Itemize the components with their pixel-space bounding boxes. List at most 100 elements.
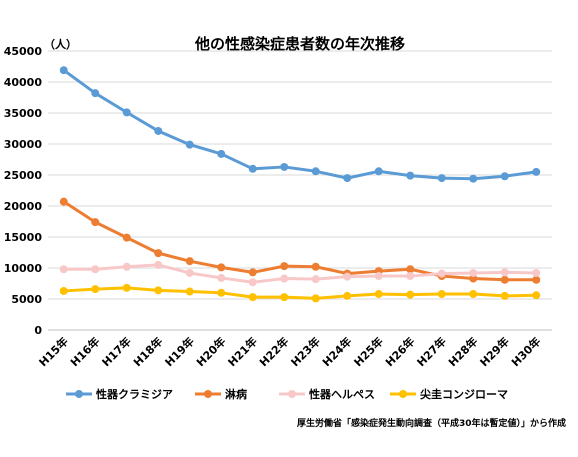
data-point: [122, 283, 131, 292]
data-point: [406, 290, 415, 299]
data-point: [122, 108, 131, 117]
data-point: [122, 262, 131, 271]
data-point: [469, 268, 478, 277]
data-point: [343, 272, 352, 281]
series-line: [62, 69, 537, 181]
data-point: [91, 89, 100, 98]
data-point: [91, 285, 100, 294]
legend-swatch-marker: [399, 390, 407, 398]
x-tick-label: H27年: [414, 334, 449, 369]
x-tick-label: H17年: [99, 334, 134, 369]
data-point: [406, 272, 415, 281]
data-point: [469, 174, 478, 183]
legend-swatch-marker: [75, 390, 83, 398]
data-point: [217, 288, 226, 297]
data-point: [406, 171, 415, 180]
data-point: [248, 268, 257, 277]
data-point: [311, 167, 320, 176]
data-point: [532, 291, 541, 300]
data-point: [280, 293, 289, 302]
data-point: [248, 278, 257, 287]
legend-label: 性器クラミジア: [96, 387, 173, 401]
y-tick-label: 0: [34, 324, 42, 337]
y-tick-label: 35000: [4, 107, 43, 120]
y-tick-label: 15000: [4, 231, 43, 244]
y-unit-label: （人）: [44, 37, 77, 51]
data-point: [154, 249, 163, 258]
series-line: [62, 200, 537, 282]
data-point: [248, 293, 257, 302]
legend-swatch-marker: [204, 390, 212, 398]
series-line: [63, 263, 537, 284]
x-tick-label: H22年: [256, 334, 291, 369]
data-point: [217, 263, 226, 272]
data-point: [311, 275, 320, 284]
data-point: [343, 291, 352, 300]
data-point: [59, 197, 68, 206]
data-point: [532, 275, 541, 284]
data-point: [217, 273, 226, 282]
x-tick-label: H23年: [288, 334, 323, 369]
data-point: [59, 286, 68, 295]
series-group: [59, 66, 541, 303]
data-point: [437, 174, 446, 183]
data-point: [248, 164, 257, 173]
data-point: [374, 272, 383, 281]
x-tick-label: H16年: [67, 334, 102, 369]
x-tick-label: H28年: [445, 334, 480, 369]
data-point: [374, 167, 383, 176]
x-tick-label: H29年: [477, 334, 512, 369]
x-axis-ticks: H15年H16年H17年H18年H19年H20年H21年H22年H23年H24年…: [36, 334, 544, 369]
y-tick-label: 20000: [4, 200, 43, 213]
data-point: [437, 269, 446, 278]
y-axis-ticks: 0 5000 10000 15000 20000 25000 30000 35000 40000…: [4, 45, 43, 337]
data-point: [280, 274, 289, 283]
x-tick-label: H20年: [193, 334, 228, 369]
data-point: [185, 257, 194, 266]
gridlines: [48, 50, 552, 331]
legend-label: 性器ヘルペス: [309, 387, 375, 401]
data-point: [122, 233, 131, 242]
x-tick-label: H30年: [508, 334, 543, 369]
data-point: [406, 265, 415, 274]
data-point: [280, 262, 289, 271]
chart-title: 他の性感染症患者数の年次推移: [194, 35, 405, 53]
x-tick-label: H18年: [130, 334, 165, 369]
series-line: [63, 286, 537, 300]
data-point: [185, 140, 194, 149]
data-point: [311, 262, 320, 271]
data-point: [343, 174, 352, 183]
data-point: [91, 218, 100, 227]
x-tick-label: H15年: [36, 334, 71, 369]
data-point: [500, 172, 509, 181]
data-point: [185, 268, 194, 277]
data-point: [154, 260, 163, 269]
data-point: [217, 149, 226, 158]
y-tick-label: 30000: [4, 138, 43, 151]
y-tick-label: 40000: [4, 76, 43, 89]
y-tick-label: 5000: [11, 293, 42, 306]
data-point: [532, 167, 541, 176]
x-tick-label: H19年: [162, 334, 197, 369]
legend: 性器クラミジア 淋病 性器ヘルペス 尖圭コンジローマ: [66, 387, 508, 401]
data-point: [91, 265, 100, 274]
x-tick-label: H24年: [319, 334, 354, 369]
x-tick-label: H26年: [382, 334, 417, 369]
data-point: [469, 274, 478, 283]
legend-swatch-marker: [288, 390, 296, 398]
legend-label: 尖圭コンジローマ: [420, 387, 508, 401]
data-point: [59, 265, 68, 274]
data-point: [469, 290, 478, 299]
data-point: [280, 162, 289, 171]
data-point: [500, 268, 509, 277]
x-tick-label: H21年: [225, 334, 260, 369]
data-point: [154, 126, 163, 135]
y-tick-label: 10000: [4, 262, 43, 275]
data-point: [500, 275, 509, 284]
data-point: [437, 290, 446, 299]
source-note: 厚生労働省「感染症発生動向調査（平成30年は暫定値）」から作成: [297, 417, 566, 429]
data-point: [500, 291, 509, 300]
x-tick-label: H25年: [351, 334, 386, 369]
legend-label: 淋病: [225, 387, 247, 401]
